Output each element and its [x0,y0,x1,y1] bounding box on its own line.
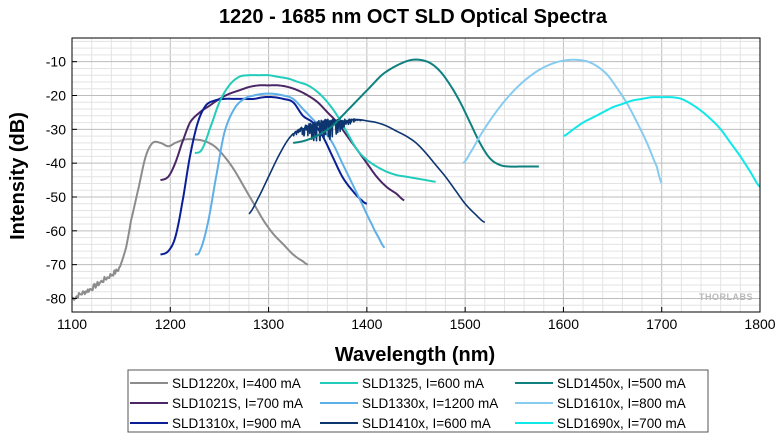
legend-entry-label: SLD1310x, I=900 mA [172,416,301,431]
y-tick-label: -80 [46,290,66,306]
y-tick-label: -20 [46,88,66,104]
y-axis-ticks: -80 -70 -60 -50 -40 -30 -20 -10 [46,54,77,306]
x-tick-label: 1600 [548,316,579,332]
x-tick-label: 1300 [253,316,284,332]
series-layer [72,58,760,301]
plot-frame [71,37,761,313]
y-tick-label: -10 [46,54,66,70]
x-axis-ticks: 1100 1200 1300 1400 1500 1600 1700 1800 [57,307,776,332]
x-tick-label: 1400 [351,316,382,332]
legend-entry-label: SLD1690x, I=700 mA [557,416,686,431]
x-tick-label: 1700 [646,316,677,332]
plot-area: THORLABS [71,37,761,313]
legend-entry-label: SLD1021S, I=700 mA [172,396,303,411]
legend-box [127,369,709,433]
series-line-9 [563,96,760,188]
legend-entry-label: SLD1330x, I=1200 mA [362,396,498,411]
y-tick-label: -60 [46,223,66,239]
thorlabs-watermark: THORLABS [699,292,753,302]
y-tick-label: -70 [46,257,66,273]
legend-entry-label: SLD1610x, I=800 mA [557,396,686,411]
legend-entry-label: SLD1325, I=600 mA [362,376,484,391]
legend: SLD1220x, I=400 mA SLD1021S, I=700 mA SLD1… [127,369,709,433]
x-tick-label: 1100 [57,316,87,332]
series-line-5 [194,92,386,256]
series-line-2 [160,84,405,202]
y-axis-label: Intensity (dB) [7,112,29,240]
legend-entry-label: SLD1410x, I=600 mA [362,416,491,431]
y-tick-label: -50 [46,189,66,205]
plot-background [72,38,760,312]
x-tick-label: 1800 [744,316,775,332]
grid [71,38,761,312]
series-line-6 [248,118,486,224]
series-line-1 [72,138,309,301]
series-line-8 [462,58,663,184]
y-tick-label: -40 [46,155,66,171]
x-axis-label: Wavelength (nm) [335,344,495,366]
series-line-3 [160,95,368,256]
chart-title: 1220 - 1685 nm OCT SLD Optical Spectra [219,6,608,28]
legend-entry-label: SLD1220x, I=400 mA [172,376,301,391]
y-tick-label: -30 [46,121,66,137]
legend-entry-label: SLD1450x, I=500 mA [557,376,686,391]
series-line-4 [194,74,436,183]
x-tick-label: 1500 [450,316,481,332]
series-line-7 [293,58,539,168]
x-tick-label: 1200 [155,316,186,332]
